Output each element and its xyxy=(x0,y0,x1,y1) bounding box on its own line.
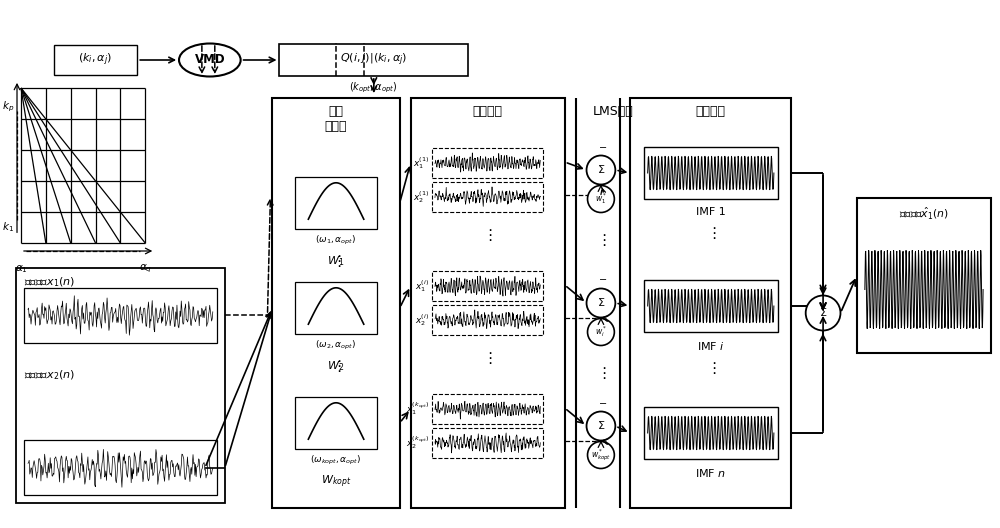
Text: $\vdots$: $\vdots$ xyxy=(706,225,716,241)
Text: $x_1^{(i)}$: $x_1^{(i)}$ xyxy=(415,278,429,294)
Text: IMF 1: IMF 1 xyxy=(696,207,726,217)
Text: $w_1^*$: $w_1^*$ xyxy=(595,192,607,206)
Text: $\Sigma$: $\Sigma$ xyxy=(597,163,605,175)
Text: 去噪模态: 去噪模态 xyxy=(696,105,726,118)
FancyBboxPatch shape xyxy=(644,280,778,332)
FancyBboxPatch shape xyxy=(279,44,468,76)
FancyBboxPatch shape xyxy=(644,407,778,459)
Text: IMF $n$: IMF $n$ xyxy=(695,467,726,479)
FancyBboxPatch shape xyxy=(411,98,565,508)
Text: $(\omega_{kopt}, \alpha_{opt})$: $(\omega_{kopt}, \alpha_{opt})$ xyxy=(310,454,362,467)
Text: 维纳
滤波器: 维纳 滤波器 xyxy=(325,105,347,133)
Text: $w_{kopt}^*$: $w_{kopt}^*$ xyxy=(591,447,611,463)
Text: 子信号对: 子信号对 xyxy=(473,105,503,118)
Text: $W_{kopt}$: $W_{kopt}$ xyxy=(321,474,351,491)
Text: $\vdots$: $\vdots$ xyxy=(596,232,606,248)
Text: $-$: $-$ xyxy=(598,274,607,284)
Text: $\Sigma$: $\Sigma$ xyxy=(597,419,605,431)
FancyBboxPatch shape xyxy=(16,268,225,503)
FancyBboxPatch shape xyxy=(432,271,543,301)
Circle shape xyxy=(588,185,614,212)
FancyBboxPatch shape xyxy=(295,397,377,449)
FancyBboxPatch shape xyxy=(24,288,217,343)
Text: $W_2$: $W_2$ xyxy=(327,359,345,373)
FancyBboxPatch shape xyxy=(630,98,791,508)
FancyBboxPatch shape xyxy=(54,45,137,75)
FancyBboxPatch shape xyxy=(272,98,400,508)
Text: $x_1^{(1)}$: $x_1^{(1)}$ xyxy=(413,155,429,171)
Circle shape xyxy=(588,318,614,345)
Text: $\alpha_q$: $\alpha_q$ xyxy=(139,263,152,276)
Text: LMS滤波: LMS滤波 xyxy=(593,105,634,118)
Ellipse shape xyxy=(179,43,241,77)
Circle shape xyxy=(587,156,615,184)
Circle shape xyxy=(587,288,615,317)
Text: $\vdots$: $\vdots$ xyxy=(482,227,493,243)
Text: $\alpha_1$: $\alpha_1$ xyxy=(15,263,27,275)
FancyBboxPatch shape xyxy=(295,177,377,229)
Text: $\vdots$: $\vdots$ xyxy=(331,358,341,374)
FancyBboxPatch shape xyxy=(432,148,543,178)
Text: $(\omega_1, \alpha_{opt})$: $(\omega_1, \alpha_{opt})$ xyxy=(315,234,357,247)
Text: $x_2^{(i)}$: $x_2^{(i)}$ xyxy=(415,312,429,328)
Text: IMF $i$: IMF $i$ xyxy=(697,340,725,352)
Text: $(k_i, \alpha_j)$: $(k_i, \alpha_j)$ xyxy=(78,52,113,68)
FancyBboxPatch shape xyxy=(432,394,543,424)
Text: $k_p$: $k_p$ xyxy=(2,99,14,114)
FancyBboxPatch shape xyxy=(644,147,778,199)
Text: $Q(i,j)|(k_i, \alpha_j)$: $Q(i,j)|(k_i, \alpha_j)$ xyxy=(340,52,407,68)
FancyBboxPatch shape xyxy=(857,198,991,353)
Text: $-$: $-$ xyxy=(598,140,607,150)
Text: $(k_{opt}, \alpha_{opt})$: $(k_{opt}, \alpha_{opt})$ xyxy=(349,81,398,96)
Text: $(\omega_2, \alpha_{opt})$: $(\omega_2, \alpha_{opt})$ xyxy=(315,339,357,352)
Text: $\vdots$: $\vdots$ xyxy=(331,253,341,269)
Circle shape xyxy=(806,296,840,331)
FancyBboxPatch shape xyxy=(24,440,217,495)
Text: $\Sigma$: $\Sigma$ xyxy=(819,306,827,318)
FancyBboxPatch shape xyxy=(432,428,543,458)
Text: VMD: VMD xyxy=(195,53,225,67)
FancyBboxPatch shape xyxy=(432,182,543,212)
Text: $\vdots$: $\vdots$ xyxy=(482,350,493,366)
Text: $x_2^{(k_{opt})}$: $x_2^{(k_{opt})}$ xyxy=(406,435,429,451)
FancyBboxPatch shape xyxy=(295,282,377,334)
Text: $x_2^{(1)}$: $x_2^{(1)}$ xyxy=(413,189,429,205)
FancyBboxPatch shape xyxy=(432,305,543,335)
Text: 去噪信号$\hat{x}_1(n)$: 去噪信号$\hat{x}_1(n)$ xyxy=(899,205,949,221)
Circle shape xyxy=(588,441,614,468)
Text: $w_i^*$: $w_i^*$ xyxy=(595,325,607,340)
Text: $W_1$: $W_1$ xyxy=(327,254,345,268)
Text: 期望信号$x_1(n)$: 期望信号$x_1(n)$ xyxy=(24,275,75,289)
Circle shape xyxy=(587,411,615,440)
Text: $\vdots$: $\vdots$ xyxy=(706,360,716,376)
Text: $k_1$: $k_1$ xyxy=(2,221,14,234)
Text: $-$: $-$ xyxy=(598,397,607,407)
Text: $\Sigma$: $\Sigma$ xyxy=(597,296,605,308)
Text: 参考信号$x_2(n)$: 参考信号$x_2(n)$ xyxy=(24,368,75,382)
Text: $x_1^{(k_{opt})}$: $x_1^{(k_{opt})}$ xyxy=(406,401,429,418)
Text: $\vdots$: $\vdots$ xyxy=(596,365,606,381)
